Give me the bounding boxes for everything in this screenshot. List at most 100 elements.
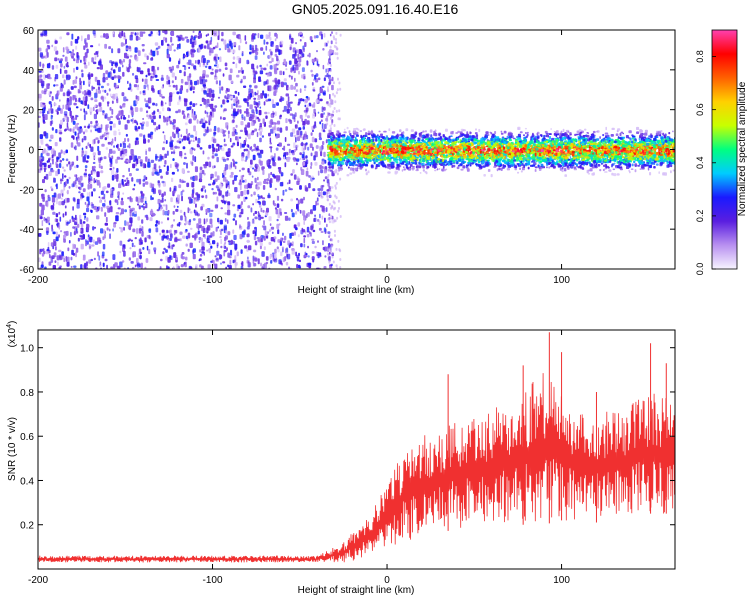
heatmap-cell (55, 231, 58, 236)
heatmap-cell (289, 35, 292, 40)
heatmap-cell (328, 233, 331, 237)
heatmap-cell (327, 62, 330, 66)
heatmap-cell (172, 151, 176, 154)
heatmap-cell (263, 101, 266, 106)
heatmap-cell (96, 215, 100, 220)
heatmap-cell (285, 118, 288, 124)
heatmap-cell (75, 251, 77, 258)
heatmap-cell (251, 219, 255, 225)
heatmap-cell (331, 84, 334, 91)
heatmap-cell (279, 114, 282, 118)
heatmap-cell (101, 196, 105, 200)
heatmap-cell (324, 75, 328, 78)
heatmap-cell (52, 245, 55, 250)
heatmap-cell (329, 98, 332, 102)
heatmap-cell (187, 170, 190, 173)
heatmap-cell (72, 128, 75, 134)
heatmap-cell (264, 230, 267, 236)
heatmap-cell (256, 145, 259, 151)
heatmap-cell (79, 198, 83, 201)
heatmap-cell (295, 147, 298, 151)
heatmap-cell (223, 39, 227, 45)
heatmap-cell (176, 205, 179, 208)
heatmap-cell (117, 113, 120, 116)
heatmap-cell (135, 56, 139, 62)
heatmap-cell (291, 151, 295, 156)
heatmap-cell (194, 166, 198, 173)
heatmap-cell (244, 245, 248, 249)
heatmap-cell (291, 212, 295, 218)
heatmap-cell (332, 35, 335, 39)
heatmap-cell (71, 183, 75, 188)
heatmap-cell (128, 205, 131, 208)
heatmap-cell (134, 140, 137, 146)
heatmap-cell (230, 145, 234, 148)
heatmap-cell (233, 234, 237, 240)
heatmap-cell (209, 47, 212, 53)
heatmap-cell (233, 41, 237, 46)
heatmap-cell (124, 179, 127, 182)
heatmap-cell (327, 248, 330, 252)
heatmap-cell (220, 238, 223, 245)
heatmap-cell (300, 166, 303, 171)
heatmap-cell (256, 132, 259, 138)
heatmap-cell (160, 77, 164, 81)
heatmap-cell (90, 146, 94, 152)
heatmap-cell (198, 30, 201, 34)
heatmap-cell (329, 116, 332, 120)
heatmap-cell (167, 217, 170, 221)
heatmap-cell (251, 149, 254, 152)
heatmap-cell (122, 175, 125, 178)
heatmap-cell (213, 64, 217, 67)
heatmap-cell (287, 103, 290, 109)
heatmap-cell (43, 119, 45, 123)
heatmap-cell (222, 73, 225, 77)
heatmap-cell (286, 182, 289, 185)
heatmap-cell (71, 249, 74, 255)
heatmap-cell (445, 128, 448, 132)
heatmap-cell (175, 263, 179, 269)
heatmap-cell (260, 93, 263, 99)
heatmap-cell (277, 157, 282, 161)
heatmap-cell (74, 38, 79, 44)
heatmap-cell (275, 208, 279, 215)
heatmap-cell (130, 149, 134, 155)
heatmap-cell (283, 152, 287, 155)
heatmap-cell (176, 223, 179, 227)
heatmap-cell (196, 79, 200, 85)
heatmap-cell (39, 52, 43, 58)
heatmap-cell (211, 68, 214, 71)
heatmap-cell (228, 184, 230, 189)
heatmap-cell (118, 226, 121, 229)
heatmap-cell (62, 158, 65, 161)
heatmap-cell (54, 57, 58, 62)
heatmap-cell (241, 52, 244, 57)
heatmap-cell (50, 205, 54, 210)
heatmap-cell (289, 119, 293, 124)
heatmap-cell (254, 70, 258, 75)
heatmap-cell (182, 65, 186, 67)
heatmap-cell (259, 106, 262, 109)
heatmap-cell (90, 97, 94, 101)
heatmap-cell (98, 206, 101, 210)
heatmap-cell (166, 229, 168, 234)
heatmap-cell (60, 149, 63, 154)
heatmap-cell (266, 181, 269, 185)
heatmap-cell (196, 223, 199, 229)
heatmap-cell (154, 171, 158, 175)
heatmap-cell (98, 83, 101, 86)
heatmap-cell (316, 202, 319, 206)
heatmap-cell (42, 102, 46, 105)
heatmap-cell (188, 208, 191, 211)
heatmap-cell (153, 188, 156, 193)
heatmap-cell (241, 156, 244, 162)
heatmap-cell (265, 115, 268, 119)
heatmap-cell (249, 51, 252, 55)
heatmap-cell (219, 219, 223, 225)
heatmap-cell (207, 264, 211, 269)
heatmap-cell (147, 133, 152, 138)
heatmap-cell (72, 226, 75, 229)
heatmap-cell (40, 167, 42, 171)
heatmap-cell (142, 48, 145, 52)
heatmap-cell (330, 78, 334, 81)
